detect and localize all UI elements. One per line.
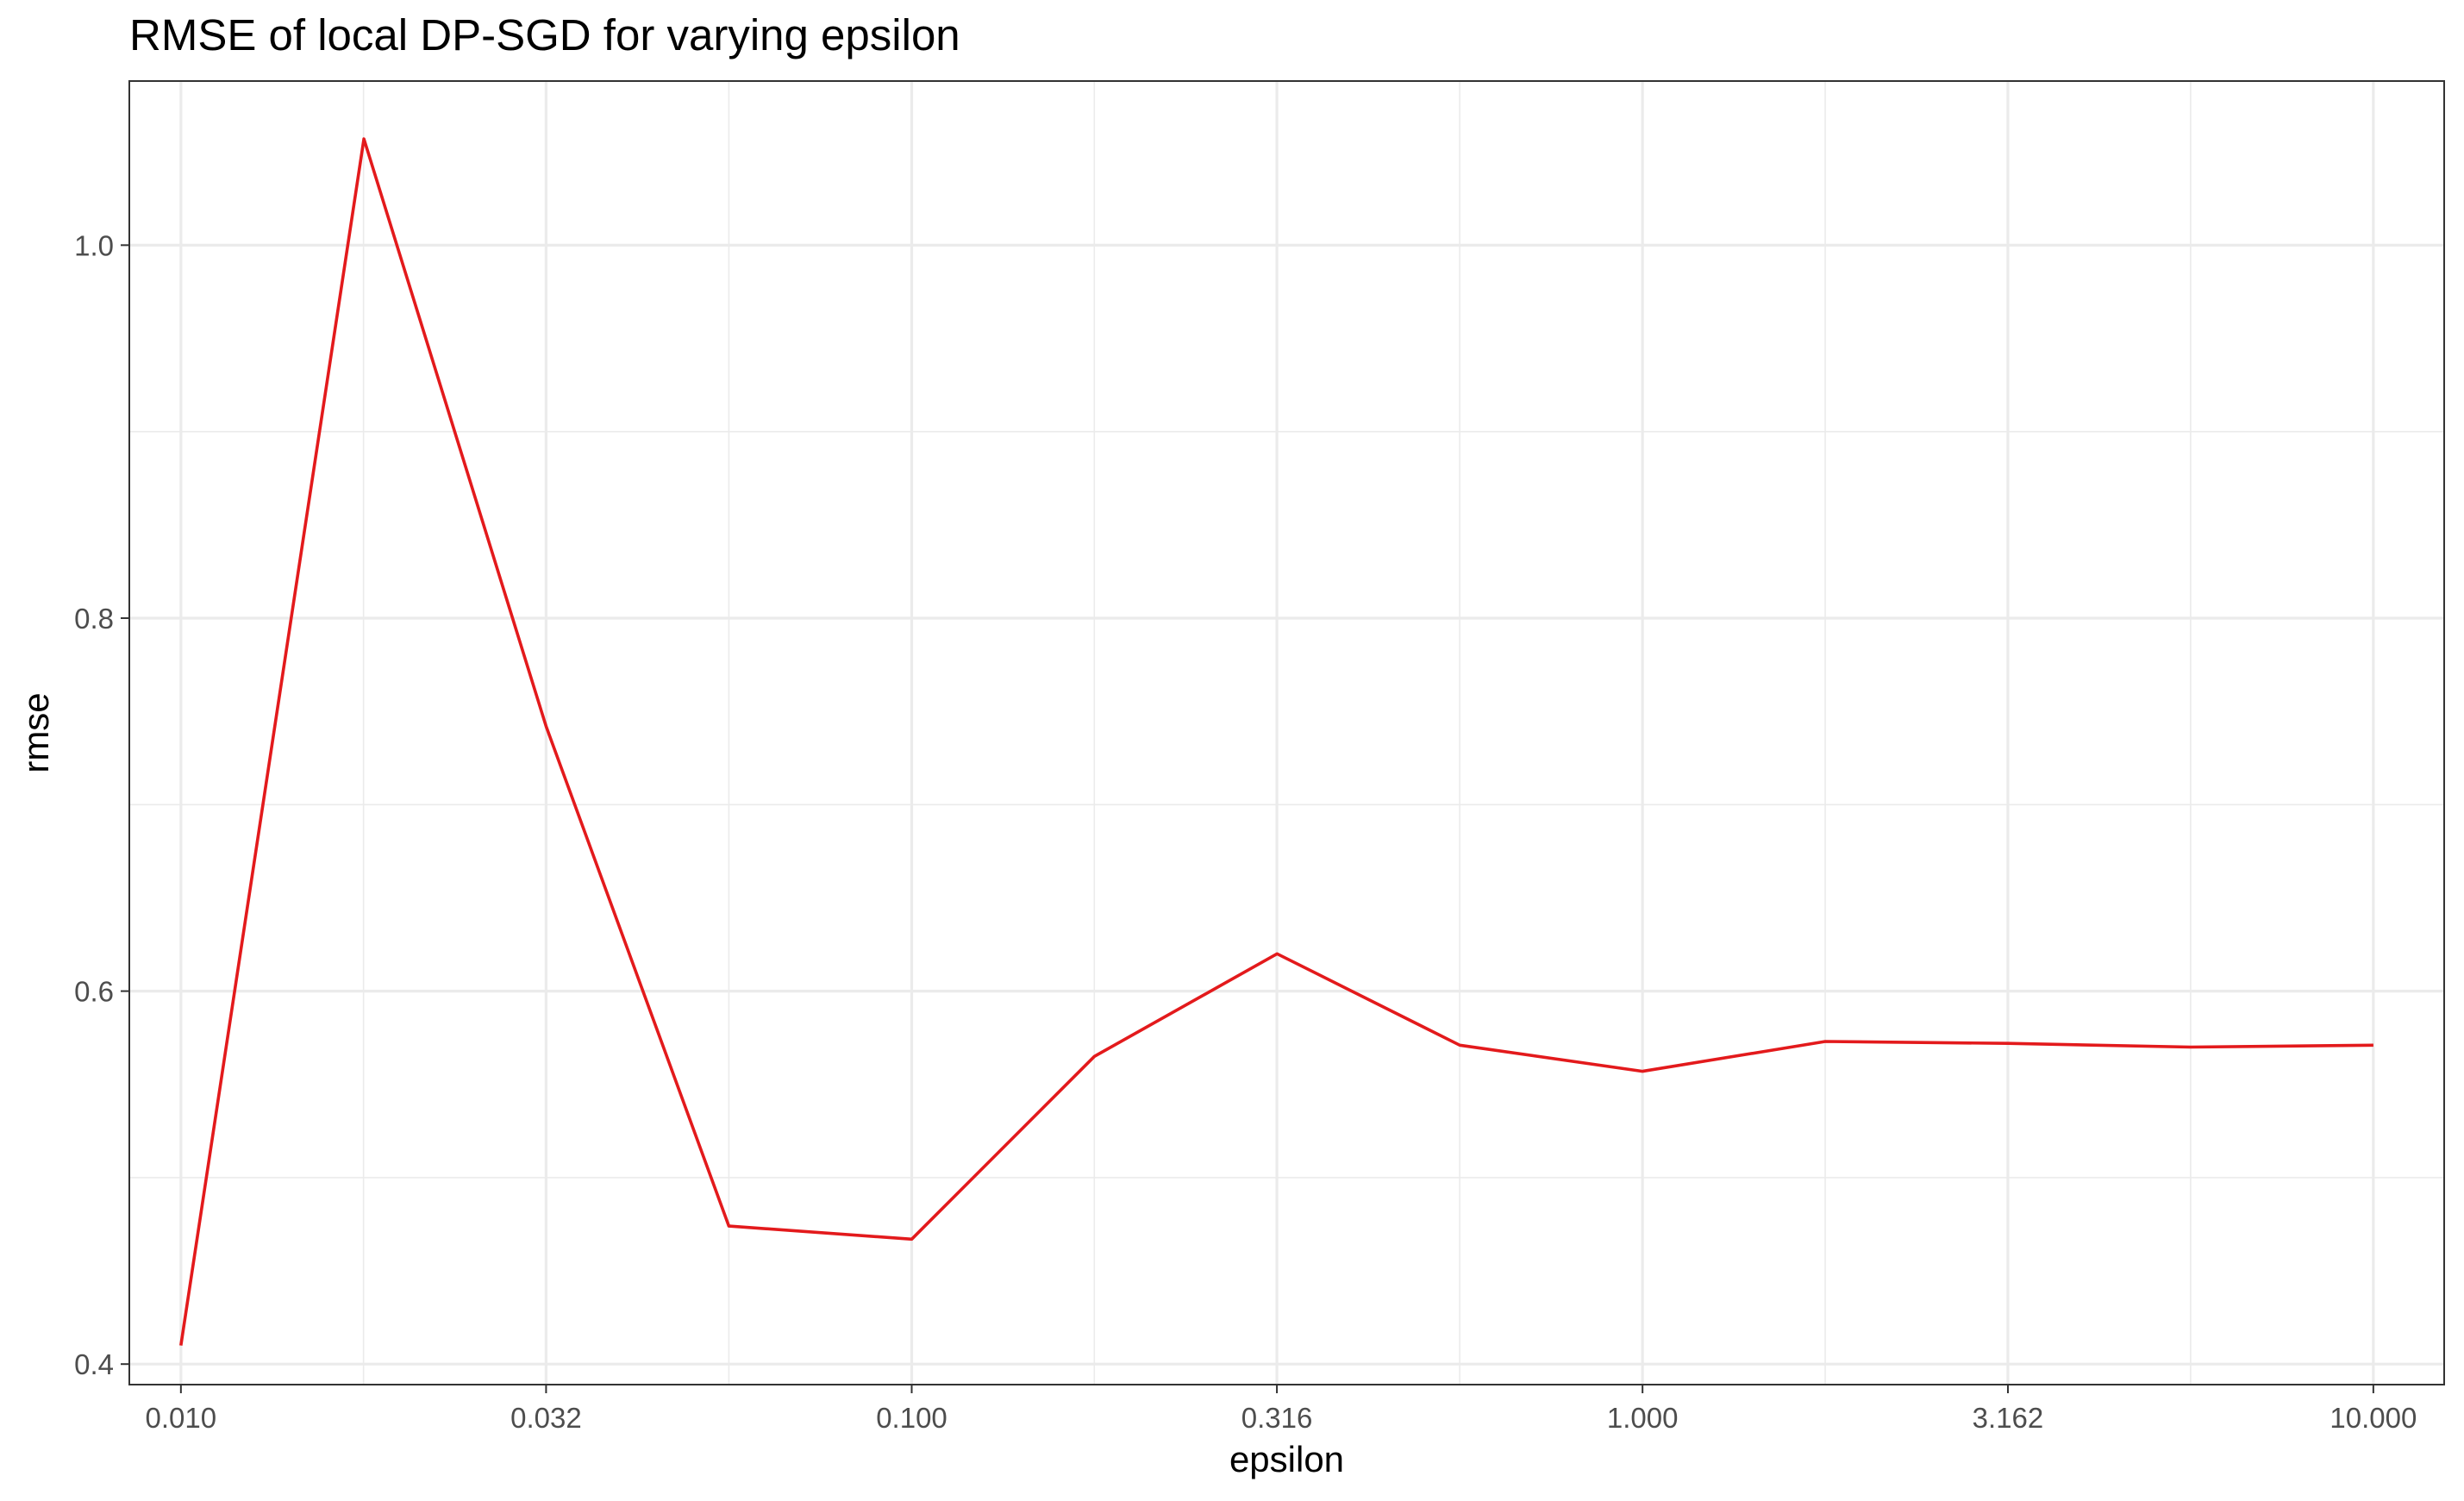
series-layer [179, 137, 2373, 1346]
y-axis-title: rmse [16, 692, 56, 772]
axis-layer: 0.010 0.032 0.100 0.316 1.000 3.162 10.000 0.4 0… [74, 229, 2417, 1434]
x-tick-label: 3.162 [1973, 1402, 2044, 1434]
x-tick-label: 0.100 [876, 1402, 947, 1434]
x-tick-label: 0.032 [510, 1402, 582, 1434]
y-tick-label: 0.4 [74, 1348, 114, 1380]
y-tick-label: 0.6 [74, 976, 114, 1008]
x-axis-title: epsilon [1229, 1439, 1344, 1479]
chart-title: RMSE of local DP-SGD for varying epsilon [129, 10, 960, 59]
x-tick-label: 0.010 [146, 1402, 217, 1434]
y-tick-label: 0.8 [74, 603, 114, 635]
grid-layer [129, 81, 2444, 1385]
rmse-series-line [179, 137, 2373, 1346]
x-tick-label: 0.316 [1241, 1402, 1313, 1434]
y-tick-label: 1.0 [74, 229, 114, 261]
x-tick-label: 1.000 [1607, 1402, 1679, 1434]
x-tick-label: 10.000 [2330, 1402, 2417, 1434]
plot-panel-border [128, 80, 2445, 1385]
